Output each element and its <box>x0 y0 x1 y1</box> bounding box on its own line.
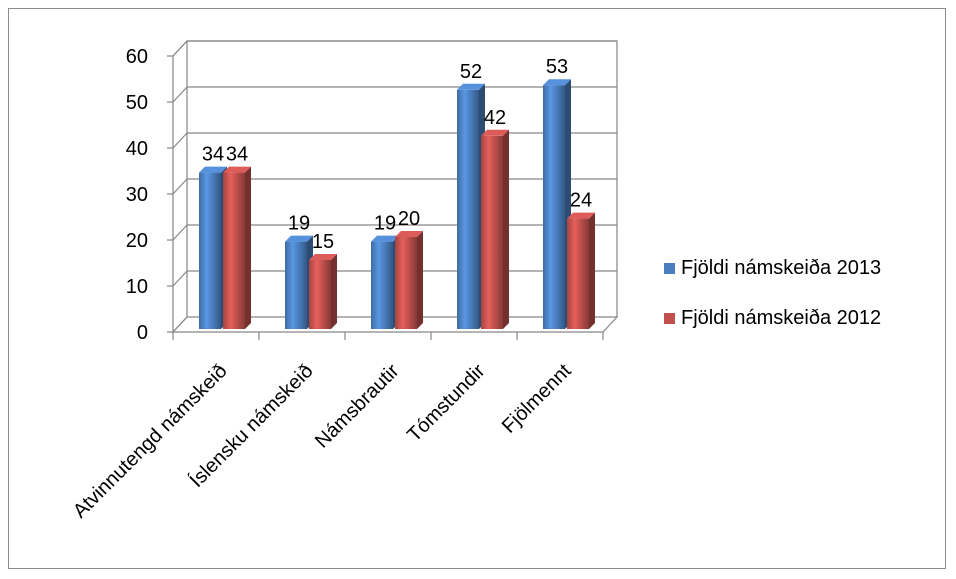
x-category-label: Tómstundir <box>403 360 490 447</box>
y-tick-label: 10 <box>126 276 148 298</box>
legend: Fjöldi námskeiða 2013 Fjöldi námskeiða 20… <box>664 257 881 329</box>
bar <box>285 235 313 329</box>
bar <box>223 166 251 329</box>
y-tick-label: 40 <box>126 138 148 160</box>
gridline-diagonal <box>172 178 188 195</box>
y-tick-label: 60 <box>126 46 148 68</box>
data-label: 19 <box>288 213 310 235</box>
bar <box>543 79 571 329</box>
gridline-diagonal <box>172 86 188 103</box>
y-axis-ticks: 0 10 20 30 40 50 60 <box>126 46 173 344</box>
legend-swatch <box>664 263 675 274</box>
legend-item: Fjöldi námskeiða 2012 <box>664 307 881 329</box>
x-category-label: Fjölmennt <box>498 360 576 438</box>
y-tick-label: 50 <box>126 92 148 114</box>
data-label: 34 <box>226 144 248 166</box>
legend-label: Fjöldi námskeiða 2012 <box>681 307 881 329</box>
gridline-diagonal <box>172 40 188 57</box>
bar <box>567 212 595 329</box>
data-label: 52 <box>460 61 482 83</box>
y-tick-label: 30 <box>126 184 148 206</box>
data-label: 42 <box>484 107 506 129</box>
bar <box>371 235 399 329</box>
gridline-diagonal <box>172 316 188 333</box>
legend-item: Fjöldi námskeiða 2013 <box>664 257 881 279</box>
data-label: 15 <box>312 231 334 253</box>
data-label: 19 <box>374 213 396 235</box>
bar <box>199 166 227 329</box>
data-label: 34 <box>202 144 224 166</box>
data-label: 20 <box>398 208 420 230</box>
chart-frame <box>8 8 946 569</box>
data-label: 53 <box>546 56 568 78</box>
gridline-diagonal <box>172 132 188 149</box>
bars <box>199 79 595 329</box>
bar <box>481 129 509 329</box>
y-tick-label: 20 <box>126 230 148 252</box>
bar <box>309 254 337 329</box>
legend-label: Fjöldi námskeiða 2013 <box>681 257 881 279</box>
bar <box>395 231 423 329</box>
bar <box>457 83 485 329</box>
x-category-label: Námsbrautir <box>311 360 404 453</box>
gridline-diagonal <box>172 270 188 287</box>
x-category-label: Atvinnutengd námskeið <box>69 360 232 523</box>
y-tick-label: 0 <box>137 322 148 344</box>
gridline-diagonal <box>172 224 188 241</box>
legend-swatch <box>664 313 675 324</box>
data-label: 24 <box>570 190 592 212</box>
